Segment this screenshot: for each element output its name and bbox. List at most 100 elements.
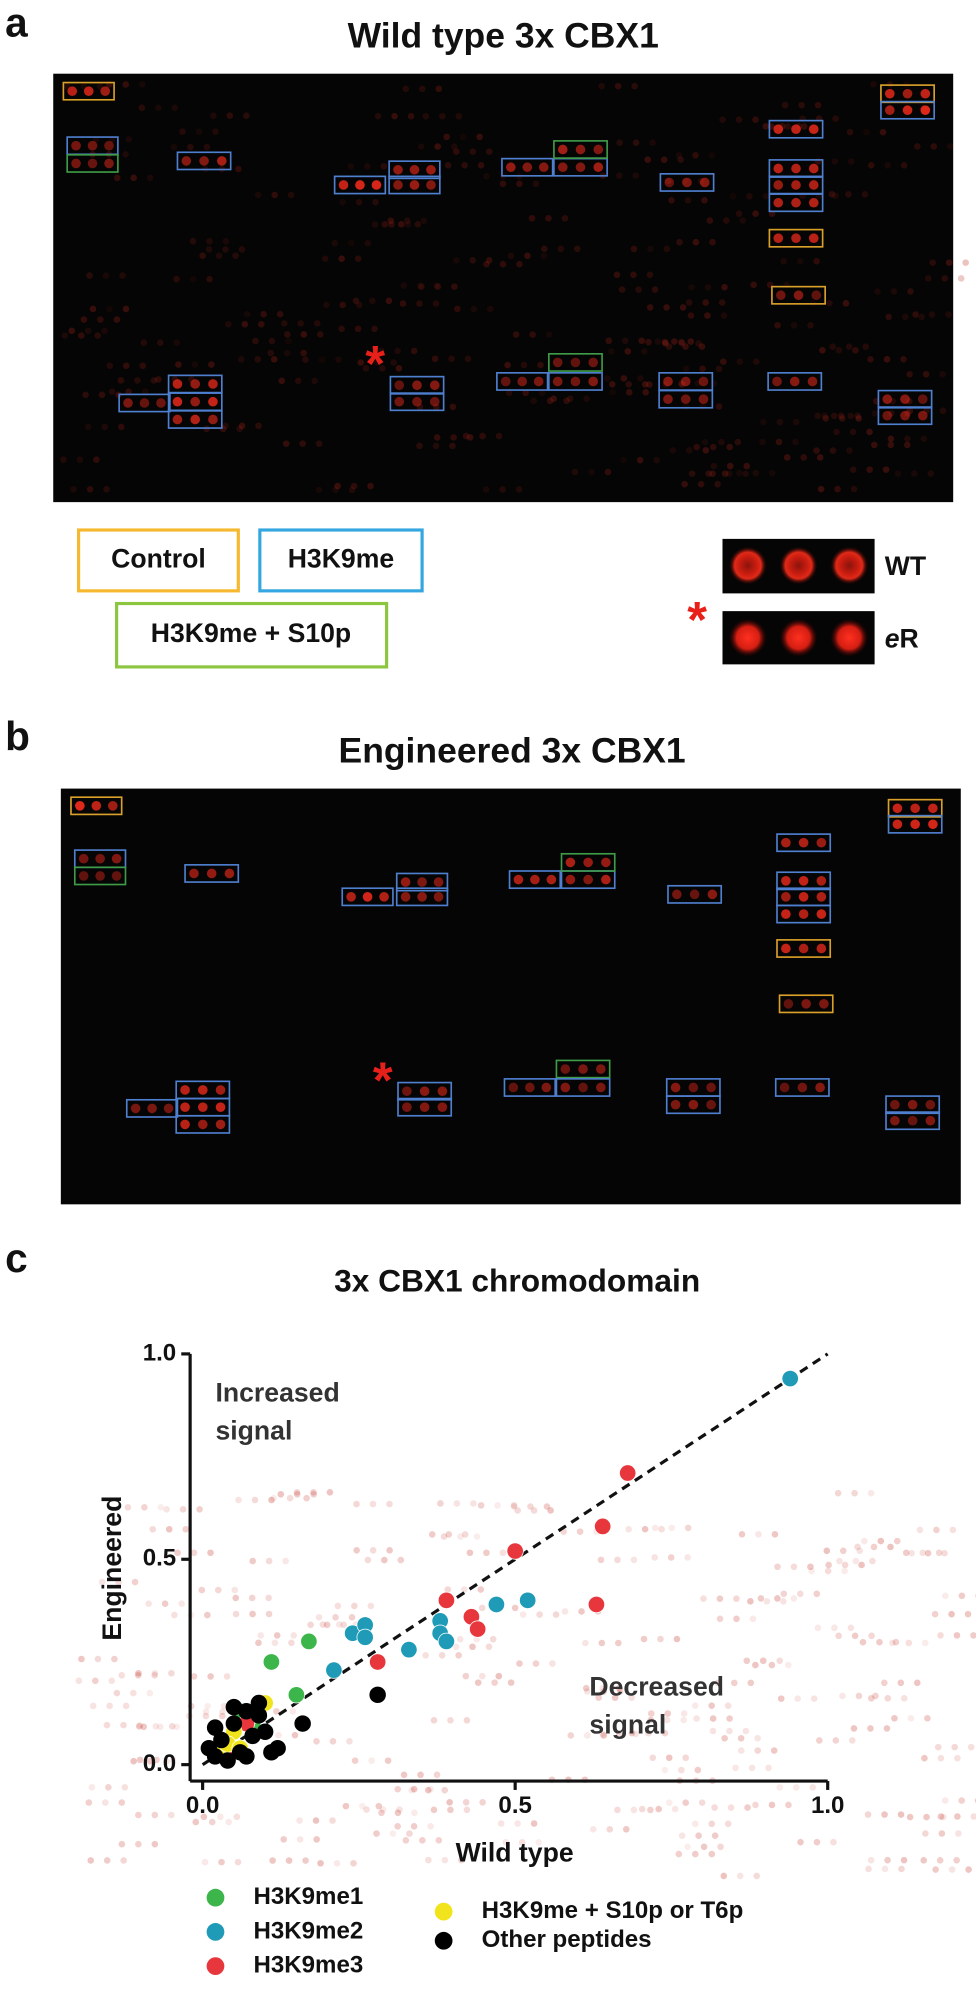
array-spot — [232, 252, 239, 259]
array-spot — [921, 1639, 929, 1647]
array-spot — [831, 1624, 838, 1632]
array-spot — [243, 112, 250, 120]
array-spot — [670, 1082, 681, 1093]
array-spot — [451, 283, 458, 290]
array-spot — [386, 1547, 393, 1554]
peptide-box — [877, 406, 933, 426]
array-spot — [638, 337, 646, 345]
legend-box — [115, 601, 389, 669]
array-spot — [315, 486, 323, 494]
array-spot — [435, 85, 443, 93]
y-tick-label: 1.0 — [143, 1339, 176, 1366]
array-spot — [865, 1865, 872, 1873]
array-spot — [338, 255, 345, 263]
peptide-box — [548, 353, 603, 372]
array-spot — [235, 1496, 242, 1504]
array-spot — [174, 1549, 181, 1557]
array-spots — [70, 796, 976, 1880]
array-spot — [680, 1710, 688, 1717]
array-spot — [273, 1708, 280, 1715]
array-spot — [570, 376, 581, 387]
array-spot — [864, 1811, 872, 1818]
array-spot — [847, 1624, 855, 1632]
array-spot — [417, 143, 425, 150]
array-spot — [296, 1836, 304, 1843]
array-spot — [601, 874, 611, 885]
array-spot — [466, 1549, 474, 1557]
array-spot — [867, 1694, 875, 1702]
array-spot — [316, 331, 324, 338]
array-spot — [146, 174, 154, 182]
array-spot — [708, 1702, 715, 1709]
array-spot — [512, 331, 520, 338]
array-spot — [172, 396, 183, 407]
array-spot — [470, 1500, 477, 1507]
array-spot — [631, 82, 638, 90]
array-spot — [808, 163, 819, 174]
array-spot — [929, 259, 936, 266]
array-spot — [726, 462, 734, 470]
array-spot — [270, 356, 278, 363]
array-spot — [552, 357, 563, 368]
array-spot — [908, 1549, 915, 1557]
peptide-box — [880, 100, 935, 120]
array-spot — [625, 1525, 632, 1533]
array-spot — [785, 1661, 792, 1669]
array-spot — [369, 297, 376, 305]
array-spot — [483, 1549, 490, 1557]
array-spot — [135, 1669, 142, 1677]
array-spot — [955, 1830, 962, 1837]
array-spot — [384, 1757, 392, 1764]
array-spot — [678, 1766, 685, 1774]
array-spot — [107, 800, 118, 811]
array-spot — [155, 376, 162, 383]
array-spot — [463, 1717, 471, 1724]
array-spot — [353, 1547, 360, 1554]
array-spot — [321, 255, 329, 263]
array-spot — [628, 1729, 636, 1737]
array-spot — [578, 1608, 585, 1615]
array-spot — [614, 82, 622, 90]
array-spot — [688, 283, 695, 291]
inset-spot — [830, 546, 869, 585]
array-spot — [315, 440, 323, 447]
array-spot — [698, 394, 709, 405]
data-point — [219, 1752, 236, 1769]
array-spot — [709, 470, 716, 477]
array-spot — [336, 1621, 343, 1628]
data-point — [250, 1707, 268, 1724]
array-spot — [407, 112, 415, 120]
peptide-box — [501, 157, 554, 177]
array-spot — [371, 325, 378, 333]
annotation: signal — [589, 1710, 666, 1740]
array-spot — [464, 355, 472, 363]
array-spot — [412, 380, 422, 391]
array-spot — [936, 1857, 944, 1864]
array-spot — [299, 440, 306, 447]
peptide-box — [778, 994, 834, 1014]
array-spot — [175, 361, 182, 368]
array-spot — [630, 1806, 638, 1814]
array-spot — [839, 1692, 846, 1700]
annotation: signal — [215, 1416, 292, 1446]
array-spot — [735, 210, 743, 218]
array-spot — [721, 470, 729, 477]
array-spot — [688, 1082, 699, 1093]
array-spot — [830, 412, 838, 420]
array-spot — [208, 396, 218, 407]
array-spot — [389, 1830, 397, 1837]
array-spot — [122, 305, 130, 313]
array-spot — [224, 868, 235, 879]
array-spot — [277, 1490, 285, 1498]
array-spot — [218, 1858, 225, 1866]
array-spot — [863, 128, 870, 136]
array-spot — [502, 1839, 510, 1846]
array-spot — [813, 1590, 821, 1598]
array-spot — [450, 143, 458, 150]
array-spot — [540, 252, 548, 260]
legend-box — [258, 528, 424, 593]
panel-letter: c — [5, 1235, 28, 1281]
array-spot — [494, 1502, 501, 1509]
array-spot — [884, 88, 895, 99]
array-spot — [842, 300, 850, 307]
